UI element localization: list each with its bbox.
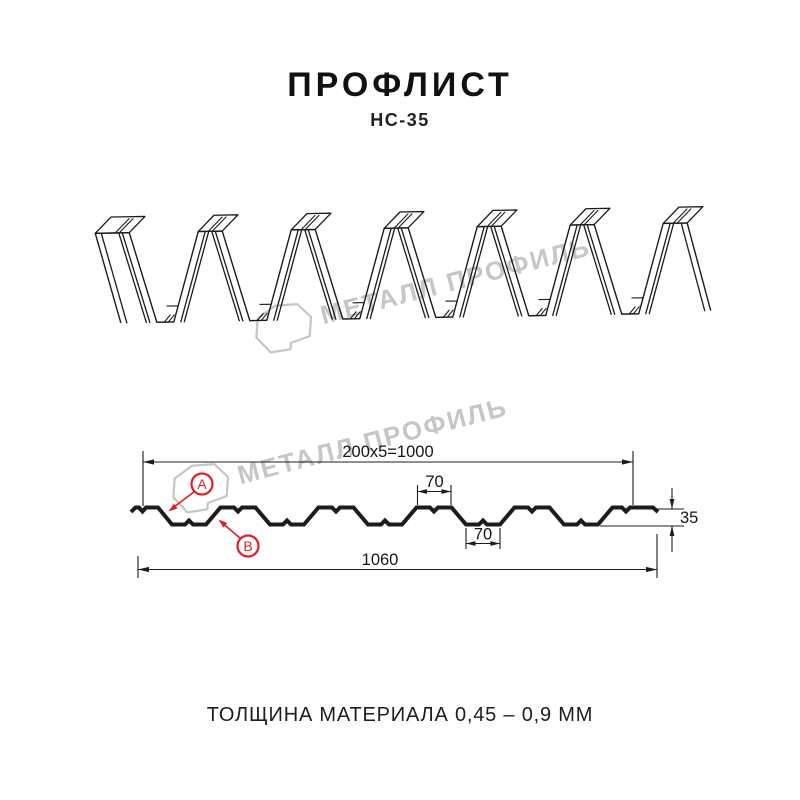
dimension-overall-width-label: 1060 — [362, 551, 399, 569]
cross-section: 200x5=1000 70 70 — [129, 443, 698, 578]
arrow-right-icon — [490, 541, 500, 546]
profile-model: НС-35 — [370, 110, 430, 130]
arrow-left-icon — [138, 566, 149, 573]
arrow-down-icon — [669, 499, 675, 509]
page-title: ПРОФЛИСТ — [287, 66, 513, 104]
callout-a-label: A — [197, 476, 207, 492]
callout-b-label: B — [243, 538, 252, 554]
profile-3d-lines — [94, 206, 712, 324]
dimension-pitch-label: 200x5=1000 — [342, 443, 433, 461]
arrow-left-icon — [466, 541, 476, 546]
callout-circle — [190, 472, 214, 496]
arrow-right-icon — [441, 489, 451, 494]
callout-a: A — [168, 472, 214, 512]
arrow-left-icon — [417, 489, 427, 494]
arrow-right-icon — [646, 566, 657, 573]
dimension-pitch — [142, 451, 634, 506]
dimension-valley-width — [465, 528, 501, 549]
dimension-height — [600, 488, 684, 552]
callout-arrowhead-icon — [168, 503, 178, 512]
profile-outline — [129, 505, 660, 527]
watermark-logo-bottom: МЕТАЛЛ ПРОФИЛЬ — [172, 392, 511, 514]
arrow-left-icon — [143, 459, 154, 465]
material-thickness-note: ТОЛЩИНА МАТЕРИАЛА 0,45 – 0,9 ММ — [206, 704, 594, 726]
dimension-valley-width-label: 70 — [474, 526, 492, 544]
dimension-overall-width — [137, 534, 658, 578]
metall-profil-logo-icon — [172, 463, 230, 514]
watermark-text: МЕТАЛЛ ПРОФИЛЬ — [234, 392, 510, 491]
callout-circle — [236, 534, 260, 558]
dimension-crest-width-label: 70 — [425, 473, 443, 491]
arrow-up-icon — [669, 526, 675, 536]
metall-profil-logo-icon — [255, 303, 313, 354]
arrow-right-icon — [622, 459, 633, 465]
callout-b: B — [218, 519, 260, 558]
dimension-crest-width — [416, 485, 452, 505]
callout-arrowhead-icon — [218, 519, 228, 528]
dimension-height-label: 35 — [680, 509, 698, 527]
